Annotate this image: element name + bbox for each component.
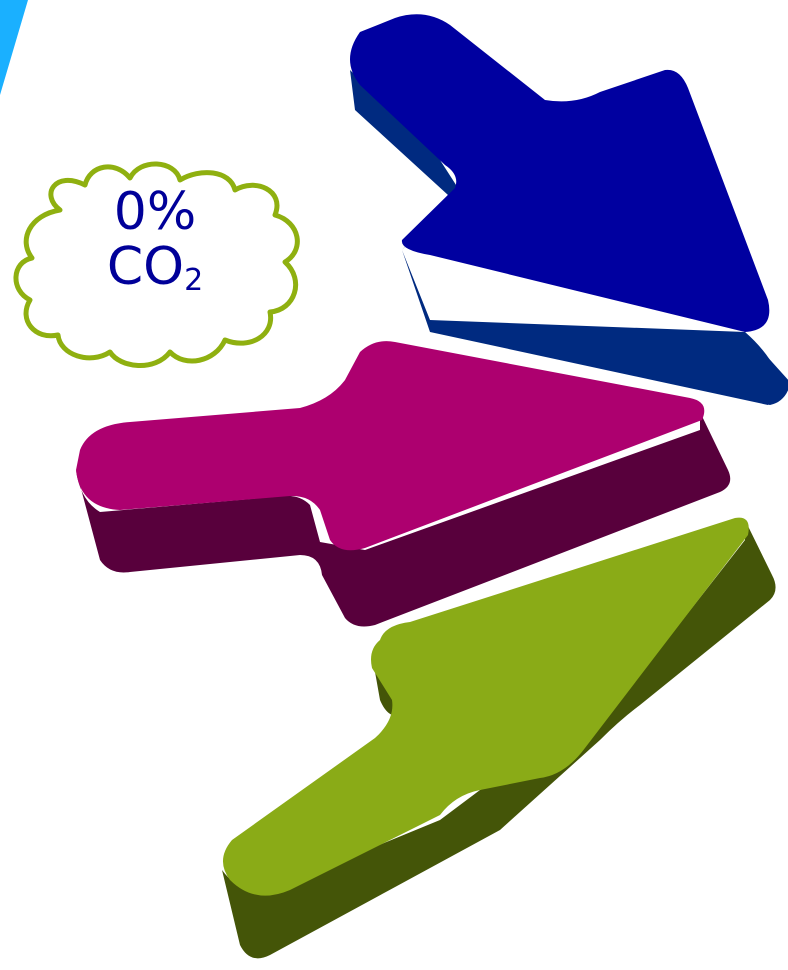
corner-accent-stripe [0,0,28,95]
blue-arrow-top [350,14,770,333]
magenta-arrow-side [76,412,731,627]
green-arrow-up-right-icon [222,517,776,959]
cloud-text-subscript: 2 [184,262,204,298]
magenta-arrow-top [76,341,705,551]
cloud-text-percent: 0% [113,182,197,242]
blue-arrow-down-right-icon [350,14,788,405]
cloud-text-co2: CO2 [40,236,270,298]
cloud-icon [13,161,300,368]
cloud-text: 0% CO2 [40,185,270,296]
cloud-text-co: CO [106,236,185,297]
green-arrow-side [222,520,776,959]
magenta-arrow-right-icon [76,341,731,627]
blue-arrow-side [350,70,788,405]
blue-arrow-side-right [740,332,788,405]
green-arrow-top [222,517,749,896]
